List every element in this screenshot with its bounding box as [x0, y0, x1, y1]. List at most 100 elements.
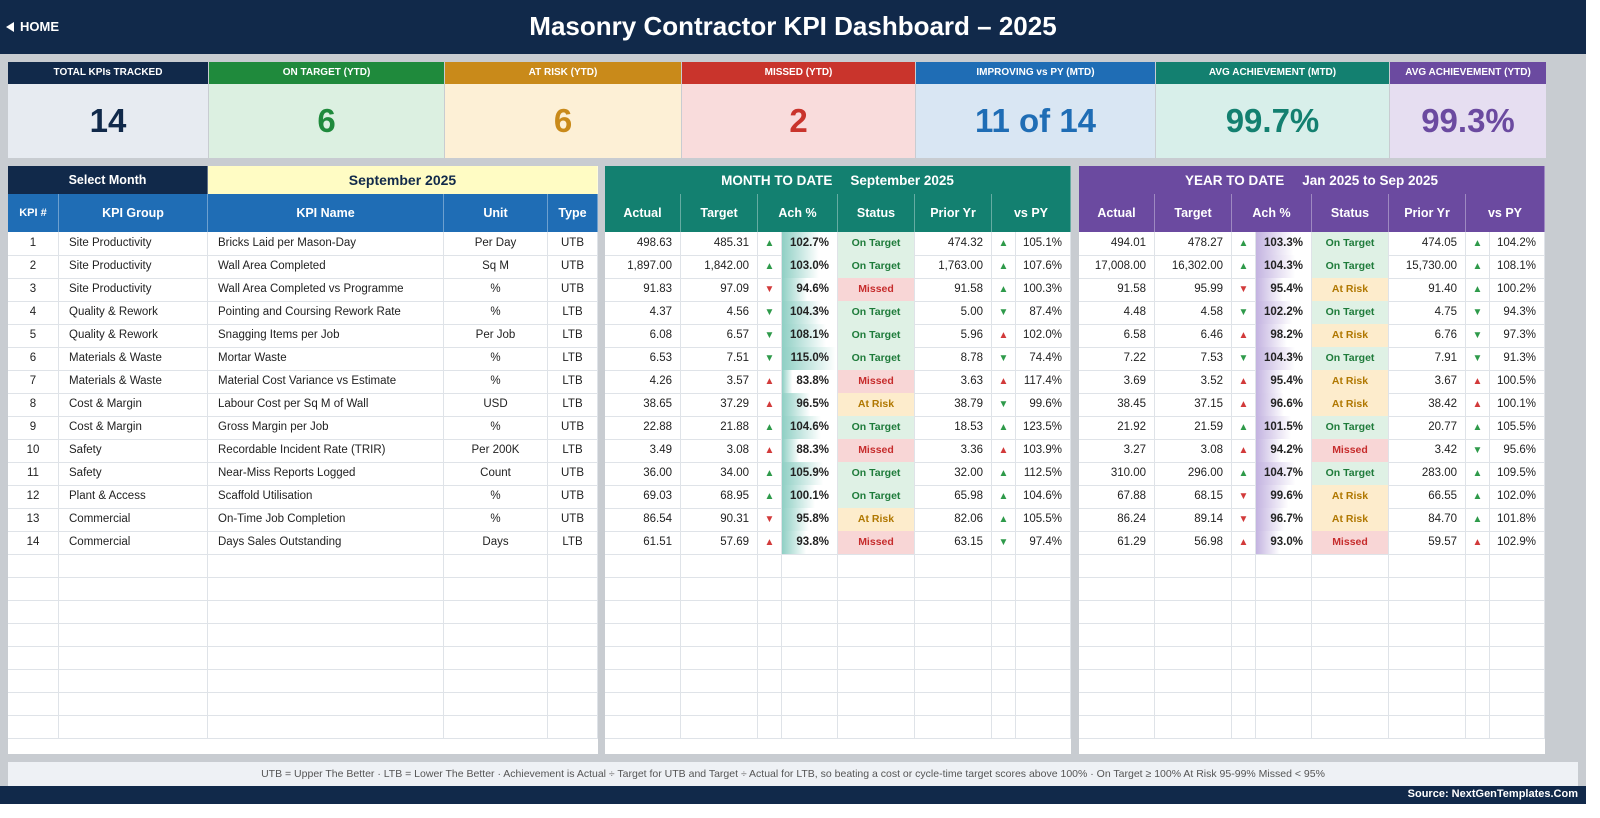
target-value: 7.51 [681, 347, 758, 370]
select-month-label: Select Month [8, 166, 208, 194]
achievement-percent: 93.0% [1256, 531, 1312, 554]
vs-py-percent: 123.5% [1016, 416, 1071, 439]
actual-value: 36.00 [605, 462, 681, 485]
kpi-unit: % [444, 278, 548, 301]
kpi-group: Safety [59, 462, 208, 485]
home-button[interactable]: HOME [6, 19, 59, 34]
target-value: 485.31 [681, 232, 758, 255]
kpi-group: Site Productivity [59, 232, 208, 255]
achievement-percent: 94.2% [1256, 439, 1312, 462]
status-badge: On Target [838, 324, 915, 347]
trend-arrow-icon: ▲ [758, 255, 782, 278]
kpi-card-label: MISSED (YTD) [682, 62, 915, 84]
kpi-name: Wall Area Completed [208, 255, 444, 278]
table-row: 4.48 4.58 ▼ 102.2% On Target 4.75 ▼ 94.3% [1079, 301, 1545, 325]
empty-cell [1389, 715, 1466, 738]
trend-arrow-icon: ▼ [758, 278, 782, 301]
kpi-name: Gross Margin per Job [208, 416, 444, 439]
empty-cell [1490, 646, 1545, 669]
vs-py-percent: 94.3% [1490, 301, 1545, 324]
empty-cell [1490, 554, 1545, 577]
kpi-type: LTB [548, 347, 598, 370]
empty-cell [681, 692, 758, 715]
empty-cell [1256, 692, 1312, 715]
vs-py-percent: 87.4% [1016, 301, 1071, 324]
table-row: 22.88 21.88 ▲ 104.6% On Target 18.53 ▲ 123.5% [605, 416, 1071, 440]
empty-cell [915, 646, 992, 669]
empty-cell [444, 554, 548, 577]
vs-py-percent: 105.5% [1490, 416, 1545, 439]
kpi-number: 11 [8, 462, 59, 485]
kpi-group: Commercial [59, 531, 208, 554]
prior-year-value: 1,763.00 [915, 255, 992, 278]
py-trend-arrow-icon: ▲ [1466, 485, 1490, 508]
table-row: 4.26 3.57 ▲ 83.8% Missed 3.63 ▲ 117.4% [605, 370, 1071, 394]
month-select[interactable]: September 2025 [208, 166, 598, 194]
kpi-number: 14 [8, 531, 59, 554]
column-header: Status [1312, 194, 1389, 232]
kpi-name: Days Sales Outstanding [208, 531, 444, 554]
bottom-margin [0, 804, 1600, 818]
trend-arrow-icon: ▲ [758, 232, 782, 255]
empty-cell [1466, 669, 1490, 692]
empty-cell [605, 669, 681, 692]
empty-cell [59, 715, 208, 738]
prior-year-value: 84.70 [1389, 508, 1466, 531]
kpi-unit: USD [444, 393, 548, 416]
empty-cell [1312, 669, 1389, 692]
empty-cell [681, 646, 758, 669]
prior-year-value: 474.05 [1389, 232, 1466, 255]
empty-cell [1389, 646, 1466, 669]
table-row: 7 Materials & Waste Material Cost Variance… [8, 370, 598, 394]
prior-year-value: 20.77 [1389, 416, 1466, 439]
target-value: 56.98 [1155, 531, 1232, 554]
table-row: 10 Safety Recordable Incident Rate (TRIR) P… [8, 439, 598, 463]
trend-arrow-icon: ▼ [1232, 347, 1256, 370]
achievement-percent: 104.3% [1256, 255, 1312, 278]
year-to-date-panel: YEAR TO DATE Jan 2025 to Sep 2025 Actual Ta… [1079, 166, 1545, 754]
prior-year-value: 6.76 [1389, 324, 1466, 347]
achievement-percent: 99.6% [1256, 485, 1312, 508]
empty-cell [548, 577, 598, 600]
vs-py-percent: 101.8% [1490, 508, 1545, 531]
empty-cell [915, 600, 992, 623]
column-header: Ach % [1232, 194, 1312, 232]
table-row [1079, 600, 1545, 624]
status-badge: On Target [838, 462, 915, 485]
trend-arrow-icon: ▼ [1232, 508, 1256, 531]
empty-cell [915, 669, 992, 692]
column-header: Type [548, 194, 598, 232]
panel-title: MONTH TO DATE September 2025 [605, 166, 1071, 194]
empty-cell [1016, 715, 1071, 738]
actual-value: 69.03 [605, 485, 681, 508]
empty-cell [1256, 669, 1312, 692]
empty-cell [548, 646, 598, 669]
kpi-card: AVG ACHIEVEMENT (MTD) 99.7% [1156, 62, 1389, 158]
status-badge: At Risk [1312, 485, 1389, 508]
empty-cell [1232, 577, 1256, 600]
column-header: vs PY [992, 194, 1071, 232]
vs-py-percent: 104.2% [1490, 232, 1545, 255]
trend-arrow-icon: ▲ [1232, 232, 1256, 255]
achievement-percent: 103.3% [1256, 232, 1312, 255]
empty-cell [548, 554, 598, 577]
panel-title: YEAR TO DATE Jan 2025 to Sep 2025 [1079, 166, 1545, 194]
vs-py-percent: 105.1% [1016, 232, 1071, 255]
empty-cell [1389, 600, 1466, 623]
trend-arrow-icon: ▼ [758, 324, 782, 347]
py-trend-arrow-icon: ▼ [992, 347, 1016, 370]
empty-cell [782, 715, 838, 738]
kpi-group: Plant & Access [59, 485, 208, 508]
empty-cell [1466, 623, 1490, 646]
legend-note: UTB = Upper The Better · LTB = Lower The… [8, 762, 1578, 786]
py-trend-arrow-icon: ▲ [992, 370, 1016, 393]
table-row: 11 Safety Near-Miss Reports Logged Count UTB [8, 462, 598, 486]
prior-year-value: 65.98 [915, 485, 992, 508]
empty-cell [1016, 623, 1071, 646]
prior-year-value: 7.91 [1389, 347, 1466, 370]
kpi-card-value: 6 [445, 84, 681, 158]
empty-cell [605, 554, 681, 577]
kpi-name: Labour Cost per Sq M of Wall [208, 393, 444, 416]
empty-cell [915, 623, 992, 646]
kpi-number: 6 [8, 347, 59, 370]
